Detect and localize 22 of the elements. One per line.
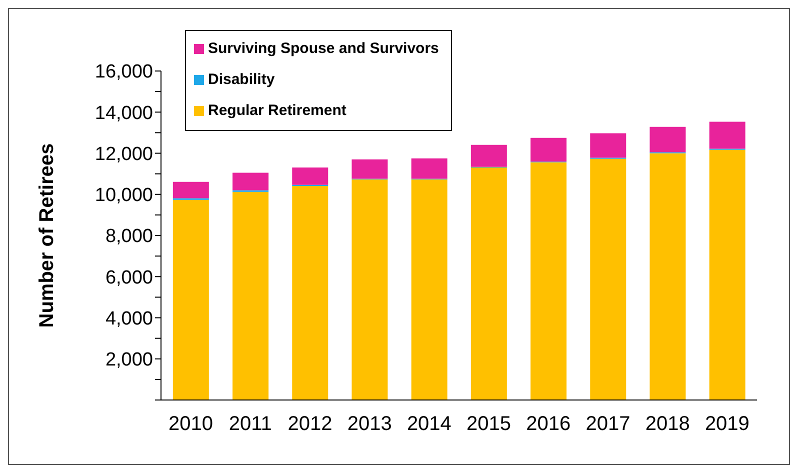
- x-tick-label: 2018: [645, 413, 690, 436]
- y-tick-label: 6,000: [105, 267, 153, 288]
- x-tick-label: 2013: [347, 413, 392, 436]
- y-tick-label: 2,000: [105, 350, 153, 371]
- legend-label: Regular Retirement: [208, 102, 346, 119]
- y-tick-label: 16,000: [94, 62, 153, 83]
- x-tick-label: 2011: [228, 413, 272, 436]
- y-axis-title: Number of Retirees: [36, 143, 58, 328]
- y-tick-label: 4,000: [105, 308, 153, 330]
- y-tick-label: 8,000: [105, 226, 153, 248]
- x-tick-label: 2015: [466, 413, 512, 436]
- x-tick-label: 2014: [406, 413, 452, 436]
- x-tick-label: 2016: [526, 413, 571, 436]
- y-tick-label: 10,000: [94, 185, 153, 206]
- legend-label: Disability: [208, 71, 275, 88]
- legend-label: Surviving Spouse and Survivors: [208, 40, 439, 57]
- x-tick-label: 2019: [704, 413, 750, 436]
- x-tick-label: 2010: [168, 413, 214, 436]
- x-tick-label: 2017: [586, 413, 630, 436]
- x-tick-label: 2012: [288, 413, 332, 436]
- y-tick-label: 12,000: [94, 144, 153, 165]
- y-tick-label: 14,000: [94, 102, 153, 124]
